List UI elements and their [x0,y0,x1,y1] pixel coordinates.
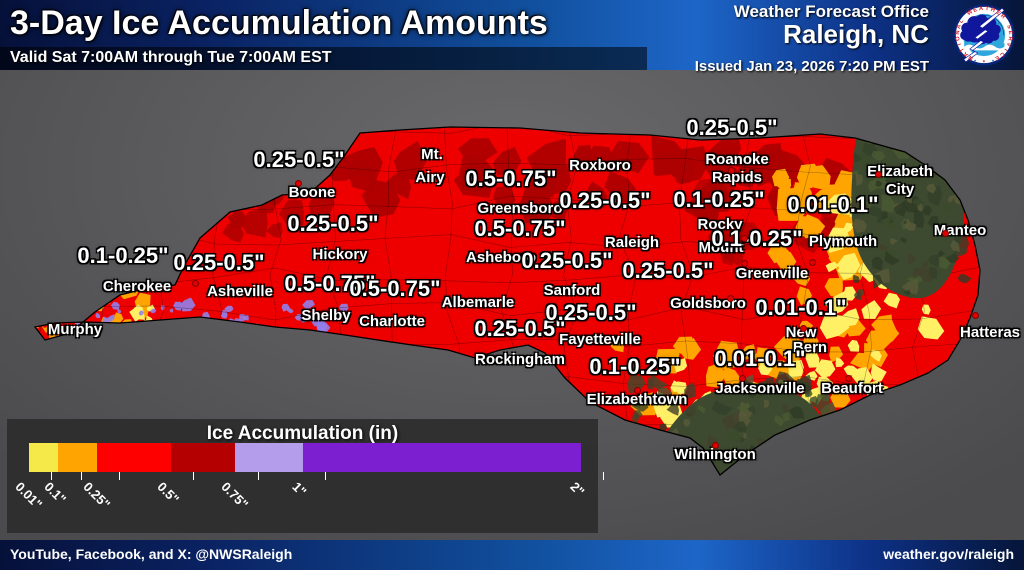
svg-text:★: ★ [974,59,977,63]
svg-text:E: E [1007,30,1013,35]
svg-text:N: N [955,30,961,35]
svg-text:A: A [979,6,984,12]
svg-text:★: ★ [982,59,986,64]
svg-text:★: ★ [992,59,995,63]
